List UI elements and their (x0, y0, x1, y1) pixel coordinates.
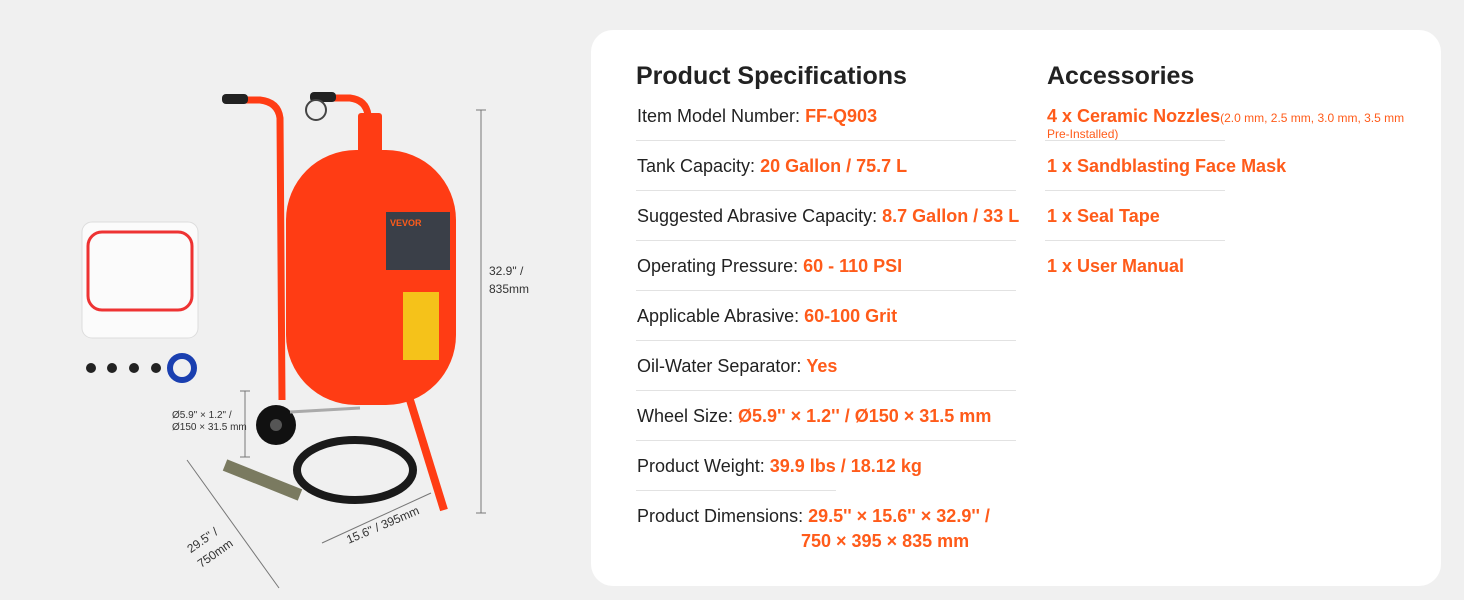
accessory-note-cont: Pre-Installed) (1047, 127, 1119, 141)
spec-label: Wheel Size: (637, 406, 739, 426)
spec-value: 60-100 Grit (804, 306, 898, 326)
sandblaster-illustration: VEVOR (81, 92, 486, 589)
accessory-item: 1 x Sandblasting Face Mask (1047, 156, 1286, 177)
spec-row: Applicable Abrasive: 60-100 Grit (637, 306, 897, 327)
accessories-title: Accessories (1047, 62, 1195, 90)
spec-row: Product Weight: 39.9 lbs / 18.12 kg (637, 456, 922, 477)
spec-label: Item Model Number: (637, 106, 806, 126)
spec-card (591, 30, 1441, 586)
spec-row: Operating Pressure: 60 - 110 PSI (637, 256, 902, 277)
accessory-label: 1 x Seal Tape (1047, 206, 1160, 226)
wheel-dim-line2: Ø150 × 31.5 mm (172, 422, 247, 433)
spec-row: Tank Capacity: 20 Gallon / 75.7 L (637, 156, 907, 177)
spec-value: 39.9 lbs / 18.12 kg (769, 456, 922, 476)
spec-value: 20 Gallon / 75.7 L (760, 156, 908, 176)
spec-row: Oil-Water Separator: Yes (637, 356, 837, 377)
divider (636, 190, 1016, 191)
divider (1045, 240, 1225, 241)
face-mask-image (81, 221, 199, 339)
seal-tape-image (167, 353, 197, 383)
divider (636, 440, 1016, 441)
accessory-label: 1 x Sandblasting Face Mask (1047, 156, 1287, 176)
nozzle-image (86, 363, 96, 373)
divider (636, 240, 1016, 241)
spec-label: Applicable Abrasive: (637, 306, 805, 326)
spec-value: Ø5.9'' × 1.2'' / Ø150 × 31.5 mm (738, 406, 992, 426)
spec-value: 8.7 Gallon / 33 L (882, 206, 1020, 226)
spec-value: Yes (806, 356, 838, 376)
spec-label: Product Dimensions: (637, 506, 809, 526)
spec-label: Tank Capacity: (637, 156, 761, 176)
divider (1045, 140, 1225, 141)
divider (636, 390, 1016, 391)
spec-row: Product Dimensions: 29.5'' × 15.6'' × 32… (637, 506, 990, 527)
accessory-item: 1 x User Manual (1047, 256, 1184, 277)
spec-value: FF-Q903 (805, 106, 878, 126)
divider (636, 140, 1016, 141)
divider (636, 290, 1016, 291)
nozzle-image (129, 363, 139, 373)
divider (1045, 190, 1225, 191)
hose-image (293, 436, 417, 504)
accessory-label: 4 x Ceramic Nozzles (1047, 106, 1221, 126)
wheel-dimension: Ø5.9" × 1.2" / Ø150 × 31.5 mm (172, 410, 247, 434)
wheel-dim-line1: Ø5.9" × 1.2" / (172, 410, 232, 421)
spec-label: Product Weight: (637, 456, 770, 476)
height-dim-line2: 835mm (489, 282, 530, 296)
height-dim-line1: 32.9" / (489, 264, 524, 278)
accessory-item: 1 x Seal Tape (1047, 206, 1160, 227)
spec-label: Operating Pressure: (637, 256, 804, 276)
accessory-label: 1 x User Manual (1047, 256, 1185, 276)
tank-image (286, 150, 456, 405)
spec-value-cont: 750 × 395 × 835 mm (801, 531, 970, 551)
brand-logo: VEVOR (390, 218, 422, 228)
divider (636, 340, 1016, 341)
spec-label: Suggested Abrasive Capacity: (637, 206, 883, 226)
spec-value: 29.5'' × 15.6'' × 32.9'' / (808, 506, 990, 526)
divider (636, 490, 836, 491)
accessory-item: 4 x Ceramic Nozzles(2.0 mm, 2.5 mm, 3.0 … (1047, 106, 1404, 141)
specs-title: Product Specifications (636, 62, 907, 90)
spec-value: 60 - 110 PSI (803, 256, 903, 276)
spec-row: Item Model Number: FF-Q903 (637, 106, 877, 127)
spec-row: Suggested Abrasive Capacity: 8.7 Gallon … (637, 206, 1019, 227)
pressure-gauge (305, 99, 327, 121)
nozzle-image (107, 363, 117, 373)
spec-row: Wheel Size: Ø5.9'' × 1.2'' / Ø150 × 31.5… (637, 406, 991, 427)
accessory-note: (2.0 mm, 2.5 mm, 3.0 mm, 3.5 mm (1220, 111, 1405, 125)
nozzle-image (151, 363, 161, 373)
height-dimension: 32.9" / 835mm (489, 262, 529, 298)
spec-label: Oil-Water Separator: (637, 356, 807, 376)
